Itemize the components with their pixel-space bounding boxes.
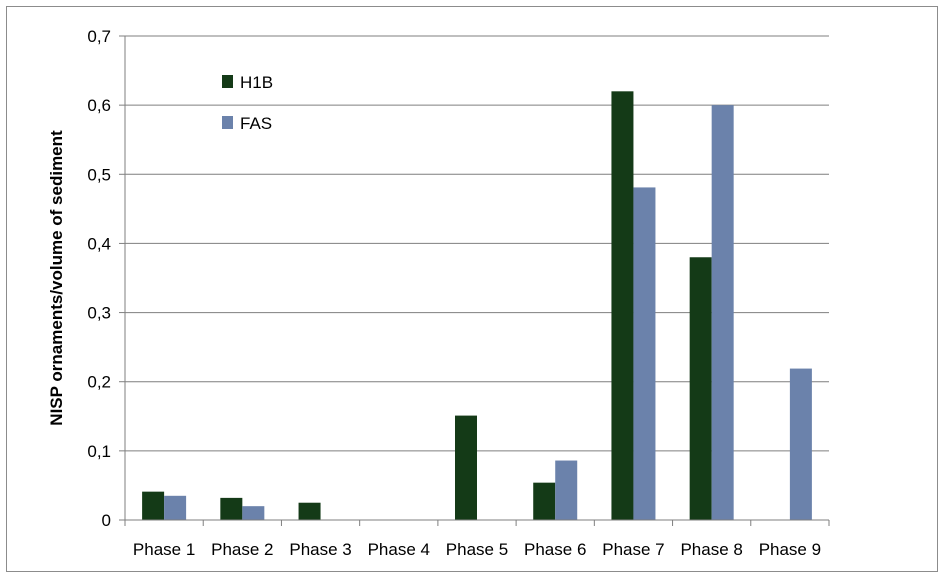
bar-h1b-phase-6: [533, 482, 556, 520]
y-tick-label: 0,7: [87, 27, 111, 46]
legend-label-fas: FAS: [240, 114, 272, 133]
bar-fas-phase-2: [242, 506, 265, 520]
x-tick-label: Phase 6: [524, 540, 586, 559]
bar-fas-phase-9: [789, 368, 812, 520]
y-tick-label: 0,2: [87, 373, 111, 392]
y-tick-label: 0,6: [87, 96, 111, 115]
bar-fas-phase-8: [711, 105, 734, 521]
y-tick-labels: 0 0,1 0,2 0,3 0,4 0,5 0,6 0,7: [87, 27, 111, 530]
bars-group: [142, 91, 812, 521]
legend-swatch-h1b: [222, 75, 233, 88]
bar-h1b-phase-5: [455, 415, 477, 520]
x-tick-label: Phase 4: [368, 540, 430, 559]
legend-label-h1b: H1B: [240, 73, 273, 92]
y-tick-label: 0,3: [87, 304, 111, 323]
bar-h1b-phase-2: [220, 497, 243, 520]
bar-h1b-phase-8: [689, 257, 712, 520]
bar-fas-phase-1: [164, 495, 187, 520]
x-tick-label: Phase 5: [446, 540, 508, 559]
axes: [124, 36, 830, 526]
x-tick-label: Phase 2: [211, 540, 273, 559]
bar-h1b-phase-7: [611, 91, 634, 521]
x-tick-label: Phase 1: [133, 540, 195, 559]
x-tick-label: Phase 8: [680, 540, 742, 559]
bar-h1b-phase-1: [142, 491, 165, 520]
bar-fas-phase-7: [633, 187, 656, 520]
x-tick-labels: Phase 1 Phase 2 Phase 3 Phase 4 Phase 5 Phase…: [133, 540, 821, 559]
bar-fas-phase-6: [555, 460, 578, 520]
y-tick-label: 0: [102, 511, 111, 530]
y-tick-label: 0,1: [87, 442, 111, 461]
legend-swatch-fas: [222, 116, 233, 129]
x-tick-label: Phase 3: [289, 540, 351, 559]
x-tick-label: Phase 9: [759, 540, 821, 559]
legend: H1B FAS: [222, 73, 273, 133]
y-axis-label: NISP ornaments/volume of sediment: [47, 130, 66, 426]
y-tick-label: 0,5: [87, 165, 111, 184]
y-tick-label: 0,4: [87, 234, 111, 253]
x-tick-label: Phase 7: [602, 540, 664, 559]
bar-h1b-phase-3: [298, 502, 321, 520]
